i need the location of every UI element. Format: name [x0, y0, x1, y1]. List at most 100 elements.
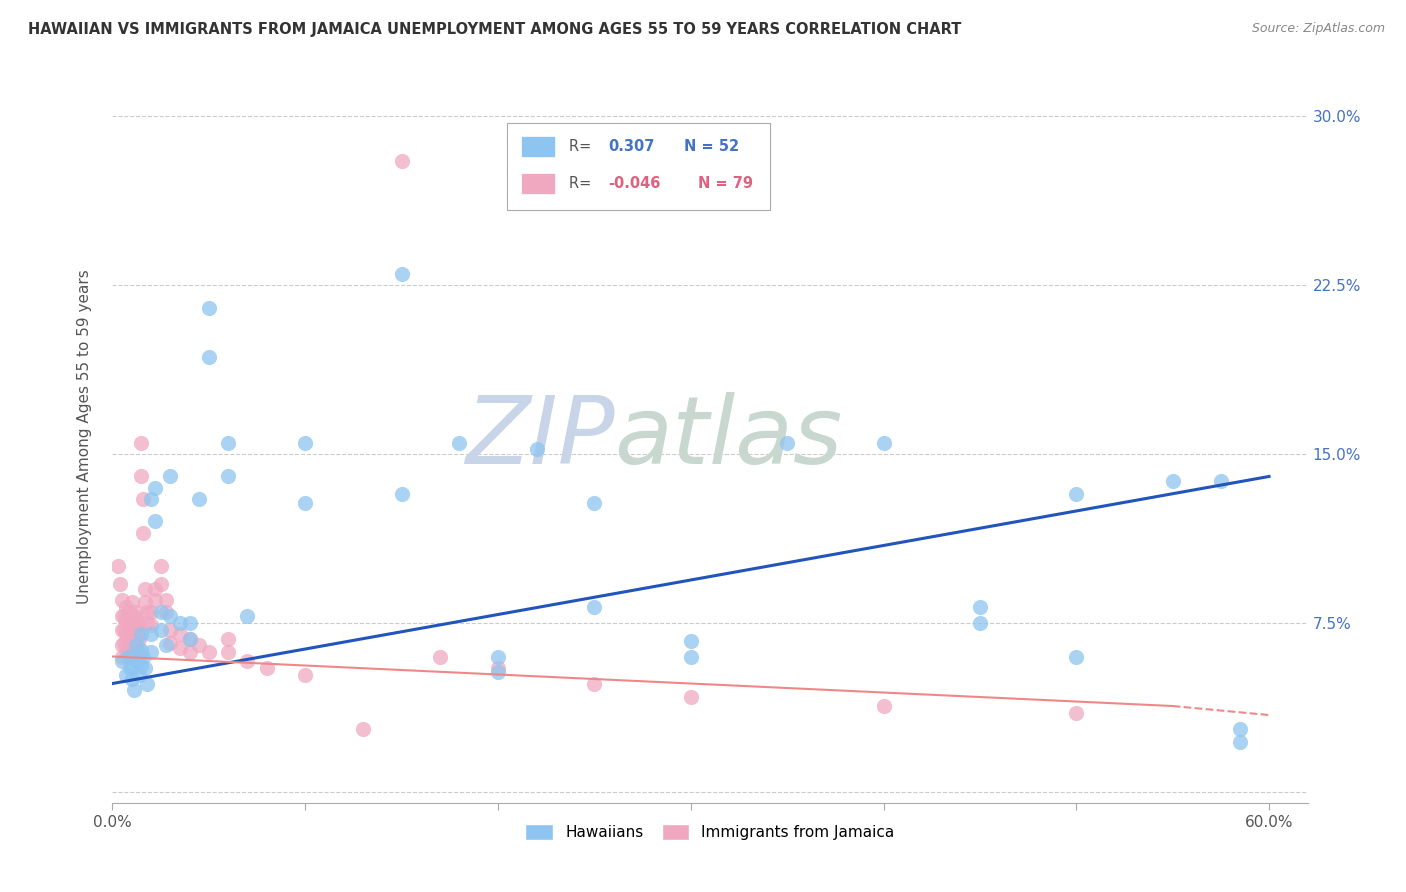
- Point: [132, 491, 155, 506]
- Point: [122, 609, 145, 624]
- Point: [131, 658, 153, 673]
- Point: [121, 609, 143, 624]
- Point: [143, 593, 166, 607]
- Point: [115, 627, 138, 641]
- Point: [159, 609, 181, 624]
- Point: [391, 267, 413, 281]
- Point: [969, 599, 991, 614]
- Point: [122, 683, 145, 698]
- Point: [969, 615, 991, 630]
- Point: [139, 627, 162, 641]
- Y-axis label: Unemployment Among Ages 55 to 59 years: Unemployment Among Ages 55 to 59 years: [77, 269, 91, 605]
- Point: [117, 649, 139, 664]
- Point: [236, 609, 259, 624]
- Point: [131, 435, 153, 450]
- Point: [391, 487, 413, 501]
- Point: [179, 632, 201, 646]
- Point: [1209, 474, 1232, 488]
- Point: [128, 618, 150, 632]
- Point: [118, 661, 141, 675]
- Point: [679, 690, 702, 704]
- Legend: Hawaiians, Immigrants from Jamaica: Hawaiians, Immigrants from Jamaica: [519, 818, 901, 847]
- Point: [486, 649, 509, 664]
- Point: [139, 645, 162, 659]
- Point: [429, 649, 451, 664]
- Point: [159, 469, 181, 483]
- Point: [112, 623, 135, 637]
- Bar: [522, 173, 554, 194]
- Point: [486, 661, 509, 675]
- Point: [139, 491, 162, 506]
- Point: [159, 636, 181, 650]
- Point: [108, 577, 131, 591]
- Point: [198, 301, 221, 315]
- Point: [198, 645, 221, 659]
- Point: [679, 649, 702, 664]
- Point: [124, 632, 146, 646]
- Point: [115, 614, 138, 628]
- Point: [1064, 487, 1087, 501]
- Point: [132, 525, 155, 540]
- Point: [217, 435, 239, 450]
- Point: [121, 595, 143, 609]
- Point: [143, 515, 166, 529]
- Text: N = 79: N = 79: [699, 176, 754, 191]
- Point: [117, 618, 139, 632]
- Text: -0.046: -0.046: [609, 176, 661, 191]
- Point: [132, 649, 155, 664]
- Point: [131, 642, 153, 657]
- Text: HAWAIIAN VS IMMIGRANTS FROM JAMAICA UNEMPLOYMENT AMONG AGES 55 TO 59 YEARS CORRE: HAWAIIAN VS IMMIGRANTS FROM JAMAICA UNEM…: [28, 22, 962, 37]
- Point: [111, 654, 134, 668]
- Point: [131, 469, 153, 483]
- Point: [583, 599, 606, 614]
- Point: [112, 609, 135, 624]
- Point: [121, 672, 143, 686]
- Point: [115, 599, 138, 614]
- Point: [391, 154, 413, 169]
- Text: Source: ZipAtlas.com: Source: ZipAtlas.com: [1251, 22, 1385, 36]
- Point: [1229, 722, 1251, 736]
- Point: [1229, 735, 1251, 749]
- Point: [136, 615, 159, 630]
- Point: [136, 605, 159, 619]
- Point: [117, 645, 139, 659]
- Point: [236, 654, 259, 668]
- Point: [159, 623, 181, 637]
- Point: [127, 654, 149, 668]
- Point: [107, 559, 129, 574]
- Text: ZIP: ZIP: [465, 392, 614, 483]
- Point: [155, 605, 177, 619]
- Point: [294, 496, 316, 510]
- Point: [121, 623, 143, 637]
- Point: [149, 605, 172, 619]
- Point: [149, 577, 172, 591]
- Point: [118, 636, 141, 650]
- Point: [583, 676, 606, 690]
- Text: atlas: atlas: [614, 392, 842, 483]
- Point: [118, 609, 141, 624]
- Point: [122, 636, 145, 650]
- Point: [128, 667, 150, 681]
- Point: [188, 491, 211, 506]
- Point: [117, 605, 139, 619]
- Point: [112, 636, 135, 650]
- Point: [139, 605, 162, 619]
- Text: N = 52: N = 52: [683, 139, 740, 154]
- Point: [1161, 474, 1184, 488]
- Point: [872, 435, 894, 450]
- Point: [111, 649, 134, 664]
- Point: [169, 627, 191, 641]
- Point: [526, 442, 548, 457]
- Point: [217, 645, 239, 659]
- Point: [179, 645, 201, 659]
- Bar: [522, 136, 554, 157]
- FancyBboxPatch shape: [508, 122, 770, 211]
- Point: [449, 435, 471, 450]
- Text: 0.307: 0.307: [609, 139, 655, 154]
- Point: [111, 638, 134, 652]
- Point: [179, 632, 201, 646]
- Point: [217, 632, 239, 646]
- Point: [149, 559, 172, 574]
- Point: [134, 661, 156, 675]
- Point: [128, 632, 150, 646]
